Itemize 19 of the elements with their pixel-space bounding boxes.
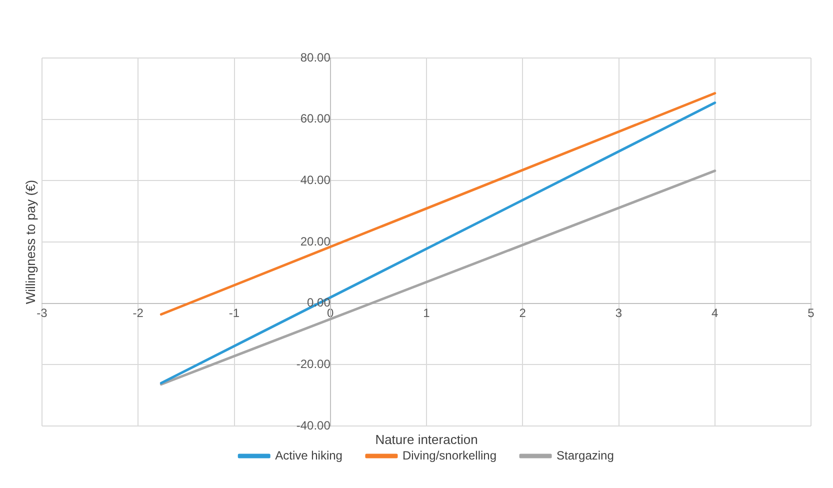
legend-label: Active hiking: [275, 448, 342, 462]
x-tick-label: 3: [615, 306, 622, 320]
legend-label: Diving/snorkelling: [402, 448, 497, 462]
x-tick-label: 4: [712, 306, 719, 320]
y-tick-label: 60.00: [300, 112, 331, 126]
x-tick-label: 5: [808, 306, 815, 320]
x-tick-label: 2: [519, 306, 526, 320]
x-tick-label: -2: [132, 306, 144, 320]
x-tick-label: -3: [36, 306, 48, 320]
legend-label: Stargazing: [556, 448, 614, 462]
y-tick-label: 20.00: [300, 234, 331, 248]
x-tick-label: 1: [423, 306, 430, 320]
y-axis-title: Willingness to pay (€): [23, 180, 38, 304]
y-tick-label: -40.00: [296, 418, 331, 432]
x-tick-label: -1: [228, 306, 240, 320]
y-tick-label: 80.00: [300, 50, 331, 64]
y-tick-label: 40.00: [300, 172, 331, 187]
y-tick-label: -20.00: [296, 356, 331, 371]
x-axis-title: Nature interaction: [375, 432, 478, 448]
